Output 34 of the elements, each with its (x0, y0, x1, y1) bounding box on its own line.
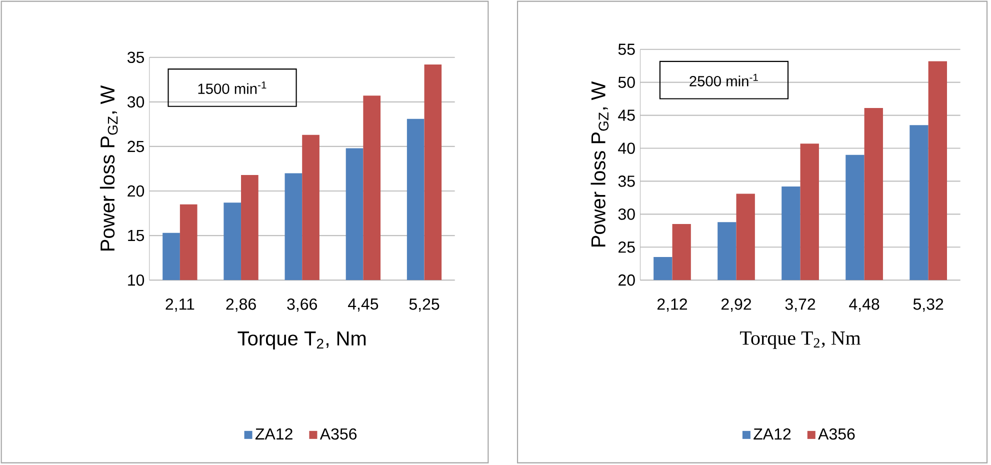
x-tick-label: 2,92 (721, 298, 752, 312)
y-axis-title: Power loss P$_{GZ}$, W (100, 85, 118, 250)
y-tick-label: 10 (128, 274, 144, 286)
legend-label: A356 (320, 428, 357, 440)
y-tick-label: 50 (618, 76, 635, 88)
y-tick-label: 55 (618, 44, 635, 55)
y-tick-label: 35 (127, 52, 144, 63)
y-tick-label: 20 (618, 274, 635, 286)
legend-label: ZA12 (754, 428, 791, 440)
annotation: 2500 min$^{-1}$ (690, 74, 758, 86)
x-tick-label: 2,12 (657, 298, 688, 312)
x-axis-title: Torque T$_{2}$, Nm (238, 331, 366, 350)
x-tick-label: 2,86 (226, 298, 256, 312)
y-tick-label: 40 (618, 142, 635, 154)
y-tick-label: 30 (618, 208, 635, 220)
y-tick-label: 25 (128, 140, 144, 152)
y-tick-label: 35 (618, 175, 635, 187)
legend-label: A356 (818, 428, 855, 440)
x-tick-label: 4,45 (348, 298, 378, 312)
y-tick-label: 30 (127, 96, 144, 108)
x-tick-label: 3,66 (287, 298, 317, 312)
y-tick-label: 25 (618, 241, 635, 253)
x-tick-label: 4,48 (849, 298, 880, 312)
legend-label: ZA12 (255, 428, 292, 440)
y-tick-label: 45 (618, 110, 635, 121)
x-axis-title: Torque T$_{2}$, Nm (740, 331, 861, 349)
x-tick-label: 5,32 (913, 298, 944, 312)
x-tick-label: 3,72 (785, 298, 816, 312)
annotation: 1500 min$^{-1}$ (198, 81, 266, 94)
y-tick-label: 20 (128, 185, 144, 197)
y-tick-label: 15 (128, 230, 144, 242)
y-axis-title: Power loss P$_{GZ}$, W (590, 81, 609, 246)
x-tick-label: 5,25 (409, 298, 440, 312)
x-tick-label: 2,11 (166, 298, 194, 312)
